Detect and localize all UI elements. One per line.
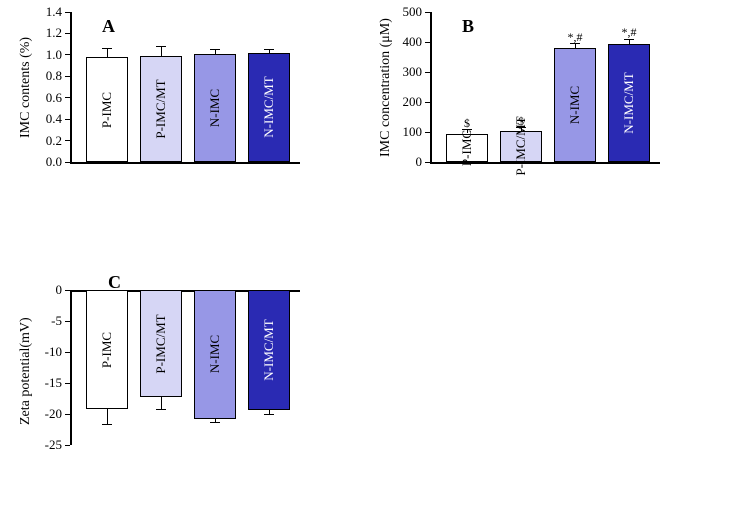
sig-B-1: $ — [507, 114, 535, 129]
sig-B-0: $ — [453, 116, 481, 131]
ytick-A — [65, 162, 70, 163]
ylabel-A: IMC contents (%) — [18, 37, 34, 138]
ytick-A — [65, 140, 70, 141]
errcap-A-3 — [264, 49, 274, 50]
y-axis-A — [70, 12, 72, 162]
figure: 0.00.20.40.60.81.01.21.4IMC contents (%)… — [0, 0, 736, 529]
bar-label-B-2: N-IMC — [567, 65, 583, 145]
sig-B-3: *,# — [615, 25, 643, 40]
ytick-A — [65, 119, 70, 120]
ytick-C — [65, 383, 70, 384]
bar-label-C-2: N-IMC — [207, 314, 223, 394]
ytick-B — [425, 42, 430, 43]
bar-label-A-0: P-IMC — [99, 70, 115, 150]
errcap-C-1 — [156, 409, 166, 410]
ytick-B — [425, 132, 430, 133]
bar-label-C-3: N-IMC/MT — [261, 310, 277, 390]
errcap-A-1 — [156, 46, 166, 47]
bar-label-A-2: N-IMC — [207, 68, 223, 148]
ytick-label-C: 0 — [20, 282, 62, 298]
errcap-C-0 — [102, 424, 112, 425]
bar-label-B-3: N-IMC/MT — [621, 63, 637, 143]
ytick-label-A: 1.4 — [20, 4, 62, 20]
errbar-A-0 — [107, 48, 108, 57]
errbar-C-1 — [161, 397, 162, 409]
ytick-C — [65, 321, 70, 322]
ylabel-B: IMC concentration (μM) — [378, 18, 394, 157]
errcap-C-2 — [210, 422, 220, 423]
ytick-A — [65, 54, 70, 55]
ytick-C — [65, 290, 70, 291]
ytick-label-A: 0.0 — [20, 154, 62, 170]
errbar-C-0 — [107, 409, 108, 425]
ylabel-C: Zeta potential(mV) — [18, 317, 34, 425]
ytick-A — [65, 12, 70, 13]
errbar-A-2 — [215, 50, 216, 54]
y-axis-C — [70, 290, 72, 445]
panel-letter-A: A — [102, 16, 115, 37]
x-axis-A — [70, 162, 300, 164]
ytick-B — [425, 12, 430, 13]
y-axis-B — [430, 12, 432, 162]
bar-label-C-0: P-IMC — [99, 310, 115, 390]
ytick-label-C: -25 — [20, 437, 62, 453]
ytick-B — [425, 72, 430, 73]
ytick-A — [65, 33, 70, 34]
ytick-A — [65, 76, 70, 77]
ytick-C — [65, 445, 70, 446]
errcap-A-0 — [102, 48, 112, 49]
bar-label-A-1: P-IMC/MT — [153, 69, 169, 149]
sig-B-2: *,# — [561, 30, 589, 45]
errcap-A-2 — [210, 49, 220, 50]
ytick-B — [425, 102, 430, 103]
bar-label-A-3: N-IMC/MT — [261, 67, 277, 147]
ytick-C — [65, 414, 70, 415]
errbar-A-1 — [161, 46, 162, 56]
ytick-B — [425, 162, 430, 163]
ytick-C — [65, 352, 70, 353]
errcap-C-3 — [264, 414, 274, 415]
ytick-A — [65, 97, 70, 98]
bar-label-C-1: P-IMC/MT — [153, 304, 169, 384]
panel-letter-B: B — [462, 16, 474, 37]
